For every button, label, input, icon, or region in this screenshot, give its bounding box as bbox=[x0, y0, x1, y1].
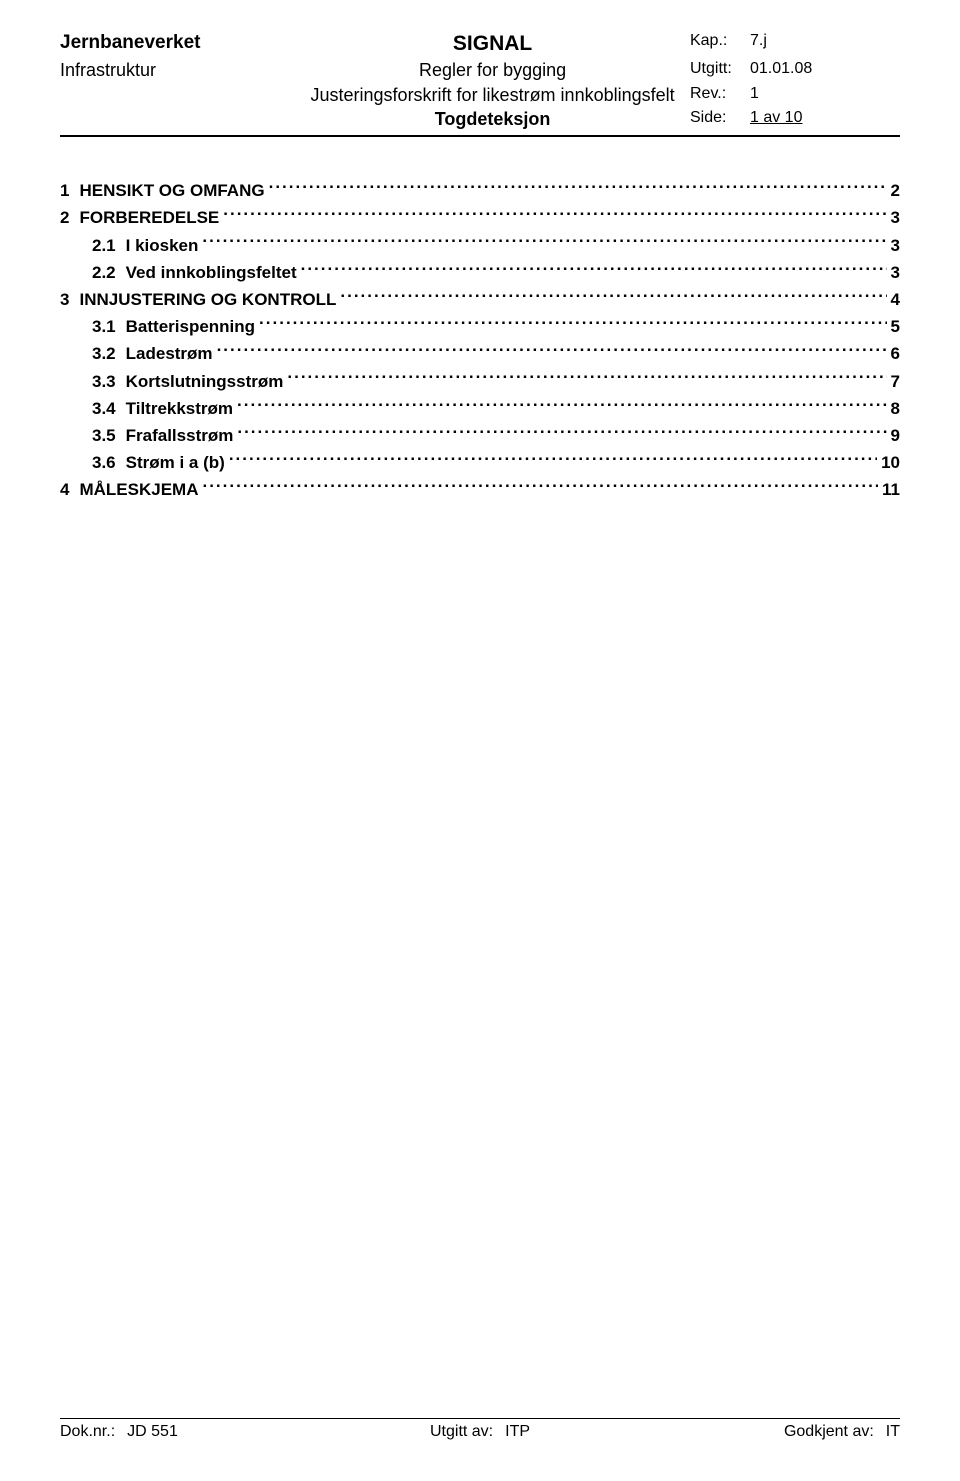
toc-leader bbox=[202, 478, 878, 495]
toc-leader bbox=[287, 370, 886, 387]
toc-leader bbox=[217, 342, 887, 359]
toc-leader bbox=[237, 397, 886, 414]
doc-title-sub3: Togdeteksjon bbox=[295, 107, 690, 131]
header: Jernbaneverket SIGNAL Kap.: 7.j Infrastr… bbox=[60, 30, 900, 137]
toc-num: 3.2 bbox=[92, 340, 116, 367]
toc-title: Batterispenning bbox=[126, 313, 255, 340]
toc-title: HENSIKT OG OMFANG bbox=[79, 177, 264, 204]
toc-entry: 3.1 Batterispenning 5 bbox=[60, 313, 900, 340]
toc-num: 3.3 bbox=[92, 368, 116, 395]
meta-side-value: 1 av 10 bbox=[750, 107, 802, 129]
toc-num: 2.2 bbox=[92, 259, 116, 286]
toc-entry: 3.6 Strøm i a (b) 10 bbox=[60, 449, 900, 476]
toc-num: 3.4 bbox=[92, 395, 116, 422]
toc-leader bbox=[259, 315, 886, 332]
toc-entry: 3 INNJUSTERING OG KONTROLL 4 bbox=[60, 286, 900, 313]
toc-leader bbox=[237, 424, 886, 441]
footer-godkjent-label: Godkjent av: bbox=[784, 1423, 874, 1441]
footer: Dok.nr.: JD 551 Utgitt av: ITP Godkjent … bbox=[60, 1418, 900, 1441]
toc-num: 4 bbox=[60, 476, 69, 503]
toc-leader bbox=[202, 234, 886, 251]
toc-num: 2 bbox=[60, 204, 69, 231]
toc-entry: 3.2 Ladestrøm 6 bbox=[60, 340, 900, 367]
toc-title: INNJUSTERING OG KONTROLL bbox=[79, 286, 336, 313]
toc-page: 6 bbox=[891, 340, 900, 367]
toc-entry: 2.1 I kiosken 3 bbox=[60, 232, 900, 259]
toc-num: 3 bbox=[60, 286, 69, 313]
toc-title: Ladestrøm bbox=[126, 340, 213, 367]
meta-utgitt-label: Utgitt: bbox=[690, 58, 750, 80]
meta-side-label: Side: bbox=[690, 107, 750, 129]
toc-entry: 3.3 Kortslutningsstrøm 7 bbox=[60, 368, 900, 395]
toc-num: 3.5 bbox=[92, 422, 116, 449]
toc-leader bbox=[269, 179, 887, 196]
meta-side: Side: 1 av 10 bbox=[690, 107, 900, 129]
document-page: Jernbaneverket SIGNAL Kap.: 7.j Infrastr… bbox=[0, 0, 960, 1481]
footer-godkjent-value: IT bbox=[886, 1423, 900, 1441]
footer-utgitt-label: Utgitt av: bbox=[430, 1423, 493, 1441]
toc-title: MÅLESKJEMA bbox=[79, 476, 198, 503]
toc-num: 3.6 bbox=[92, 449, 116, 476]
toc-page: 10 bbox=[881, 449, 900, 476]
meta-kap-label: Kap.: bbox=[690, 30, 750, 52]
meta-utgitt: Utgitt: 01.01.08 bbox=[690, 58, 900, 80]
footer-left: Dok.nr.: JD 551 bbox=[60, 1423, 340, 1441]
header-table: Jernbaneverket SIGNAL Kap.: 7.j Infrastr… bbox=[60, 30, 900, 131]
meta-rev-value: 1 bbox=[750, 83, 759, 105]
toc-leader bbox=[301, 261, 887, 278]
toc-page: 3 bbox=[891, 232, 900, 259]
toc-page: 9 bbox=[891, 422, 900, 449]
toc-title: FORBEREDELSE bbox=[79, 204, 219, 231]
dept-name: Infrastruktur bbox=[60, 58, 295, 82]
meta-rev: Rev.: 1 bbox=[690, 83, 900, 105]
doc-title-sub1: Regler for bygging bbox=[295, 58, 690, 82]
toc-entry: 2.2 Ved innkoblingsfeltet 3 bbox=[60, 259, 900, 286]
toc-entry: 1 HENSIKT OG OMFANG 2 bbox=[60, 177, 900, 204]
org-name: Jernbaneverket bbox=[60, 30, 295, 56]
toc-entry: 3.4 Tiltrekkstrøm 8 bbox=[60, 395, 900, 422]
footer-doknr-value: JD 551 bbox=[127, 1423, 178, 1441]
toc-page: 4 bbox=[891, 286, 900, 313]
toc-entry: 4 MÅLESKJEMA 11 bbox=[60, 476, 900, 503]
footer-center: Utgitt av: ITP bbox=[340, 1423, 620, 1441]
table-of-contents: 1 HENSIKT OG OMFANG 2 2 FORBEREDELSE 3 2… bbox=[60, 177, 900, 503]
toc-page: 11 bbox=[882, 476, 900, 503]
toc-title: Kortslutningsstrøm bbox=[126, 368, 284, 395]
meta-kap-value: 7.j bbox=[750, 30, 767, 52]
footer-right: Godkjent av: IT bbox=[620, 1423, 900, 1441]
footer-utgitt-value: ITP bbox=[505, 1423, 530, 1441]
toc-entry: 3.5 Frafallsstrøm 9 bbox=[60, 422, 900, 449]
toc-title: Strøm i a (b) bbox=[126, 449, 225, 476]
meta-rev-label: Rev.: bbox=[690, 83, 750, 105]
toc-page: 3 bbox=[891, 204, 900, 231]
meta-utgitt-value: 01.01.08 bbox=[750, 58, 812, 80]
toc-page: 5 bbox=[891, 313, 900, 340]
toc-page: 2 bbox=[891, 177, 900, 204]
meta-kap: Kap.: 7.j bbox=[690, 30, 900, 52]
toc-title: Tiltrekkstrøm bbox=[126, 395, 233, 422]
toc-leader bbox=[340, 288, 886, 305]
toc-page: 3 bbox=[891, 259, 900, 286]
toc-title: Ved innkoblingsfeltet bbox=[126, 259, 297, 286]
toc-num: 1 bbox=[60, 177, 69, 204]
toc-num: 2.1 bbox=[92, 232, 116, 259]
toc-leader bbox=[229, 451, 877, 468]
footer-doknr-label: Dok.nr.: bbox=[60, 1423, 115, 1441]
toc-title: I kiosken bbox=[126, 232, 199, 259]
doc-title-sub2: Justeringsforskrift for likestrøm innkob… bbox=[295, 83, 690, 107]
toc-entry: 2 FORBEREDELSE 3 bbox=[60, 204, 900, 231]
toc-num: 3.1 bbox=[92, 313, 116, 340]
toc-title: Frafallsstrøm bbox=[126, 422, 234, 449]
toc-page: 8 bbox=[891, 395, 900, 422]
toc-leader bbox=[223, 206, 886, 223]
toc-page: 7 bbox=[891, 368, 900, 395]
doc-title-main: SIGNAL bbox=[295, 30, 690, 58]
